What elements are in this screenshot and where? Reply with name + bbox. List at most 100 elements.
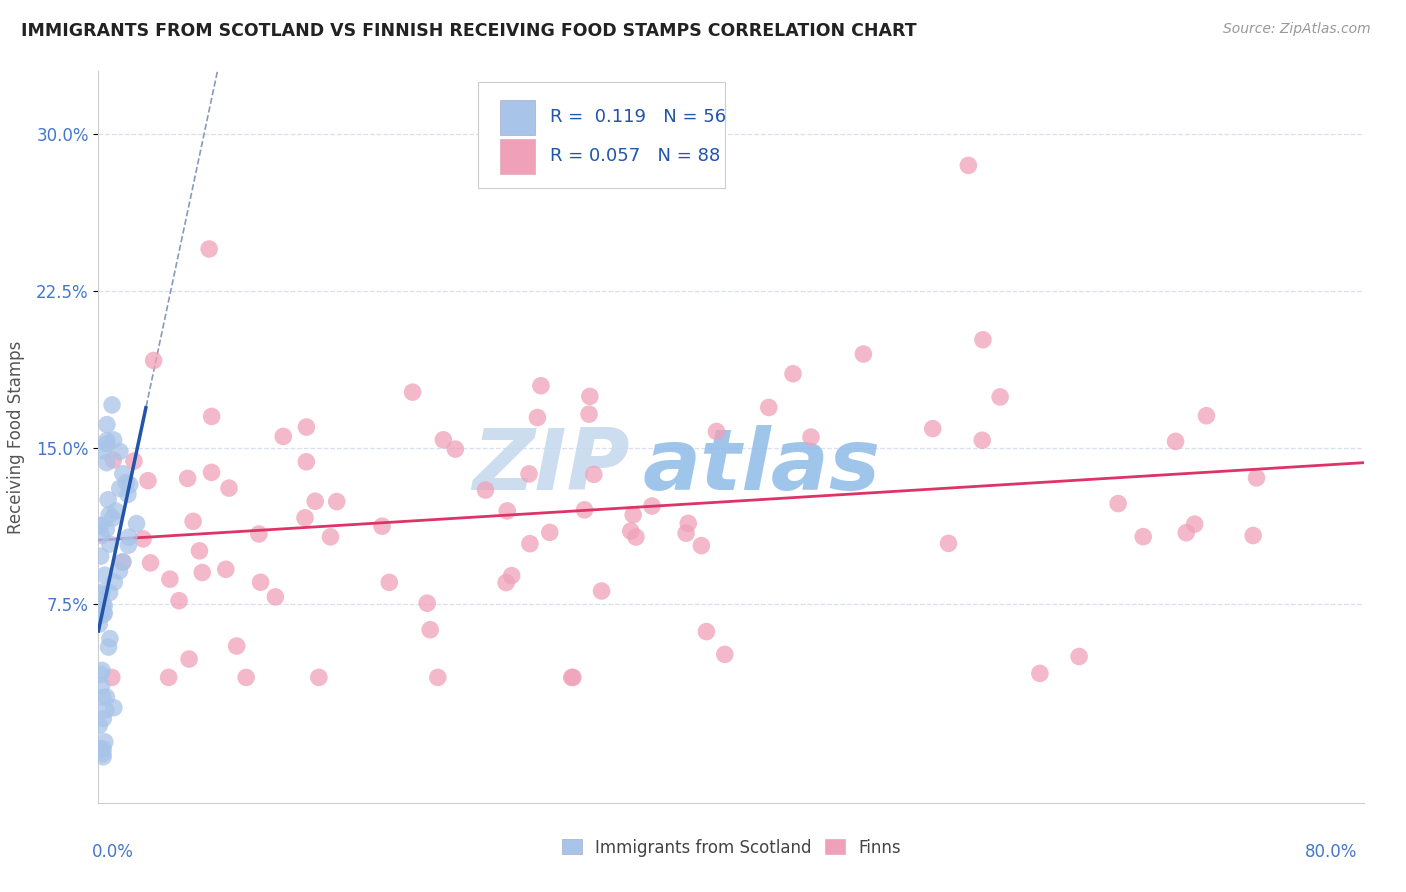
Point	[181, 514, 204, 528]
Point	[938, 536, 960, 550]
Point	[401, 385, 423, 400]
Point	[308, 670, 330, 684]
Point	[579, 389, 602, 403]
Point	[419, 623, 441, 637]
Point	[496, 504, 519, 518]
Point	[526, 410, 548, 425]
Point	[90, 528, 112, 542]
Point	[90, 667, 112, 681]
Point	[1241, 528, 1264, 542]
Point	[294, 511, 316, 525]
Point	[191, 566, 214, 580]
Point	[89, 741, 111, 756]
Point	[108, 564, 131, 578]
Point	[90, 679, 112, 693]
Point	[89, 617, 111, 632]
Point	[519, 537, 541, 551]
Point	[235, 670, 257, 684]
Point	[93, 606, 115, 620]
Point	[295, 455, 318, 469]
Point	[641, 499, 664, 513]
Point	[800, 430, 823, 444]
Point	[98, 537, 121, 551]
Point	[98, 585, 121, 599]
Point	[200, 466, 222, 480]
Point	[578, 407, 600, 421]
Point	[111, 555, 134, 569]
Point	[517, 467, 540, 481]
Point	[620, 524, 643, 538]
Point	[957, 158, 980, 172]
Point	[782, 367, 804, 381]
Point	[432, 433, 454, 447]
Point	[90, 549, 112, 564]
Point	[97, 640, 120, 654]
Point	[117, 538, 139, 552]
Point	[695, 624, 717, 639]
Point	[118, 477, 141, 491]
Point	[142, 353, 165, 368]
Point	[295, 420, 318, 434]
Point	[304, 494, 326, 508]
Bar	[499, 100, 534, 135]
Point	[101, 398, 124, 412]
Point	[157, 670, 180, 684]
Point	[93, 712, 115, 726]
Point	[921, 422, 943, 436]
Point	[574, 503, 596, 517]
Legend: Immigrants from Scotland, Finns: Immigrants from Scotland, Finns	[561, 838, 901, 856]
Point	[108, 482, 131, 496]
Point	[678, 516, 700, 531]
Point	[93, 599, 115, 613]
Point	[426, 670, 449, 684]
Point	[132, 532, 155, 546]
Point	[91, 742, 114, 756]
Point	[111, 467, 134, 481]
FancyBboxPatch shape	[478, 82, 725, 188]
Text: Source: ZipAtlas.com: Source: ZipAtlas.com	[1223, 22, 1371, 37]
Point	[758, 401, 780, 415]
Point	[624, 530, 647, 544]
Point	[96, 434, 118, 448]
Text: IMMIGRANTS FROM SCOTLAND VS FINNISH RECEIVING FOOD STAMPS CORRELATION CHART: IMMIGRANTS FROM SCOTLAND VS FINNISH RECE…	[21, 22, 917, 40]
Point	[91, 747, 114, 761]
Point	[90, 519, 112, 533]
Point	[91, 598, 114, 612]
Point	[198, 242, 221, 256]
Point	[264, 590, 287, 604]
Point	[176, 471, 198, 485]
Point	[378, 575, 401, 590]
Point	[105, 504, 128, 518]
Point	[90, 608, 112, 623]
Text: 0.0%: 0.0%	[91, 843, 134, 861]
Point	[90, 587, 112, 601]
Point	[319, 530, 342, 544]
Text: 80.0%: 80.0%	[1305, 843, 1357, 861]
Point	[1246, 471, 1268, 485]
Point	[94, 735, 117, 749]
Point	[89, 518, 111, 533]
Point	[706, 425, 728, 439]
Text: R = 0.057   N = 88: R = 0.057 N = 88	[550, 147, 720, 165]
Point	[91, 585, 114, 599]
Point	[94, 568, 117, 582]
Point	[444, 442, 467, 456]
Point	[501, 568, 523, 582]
Point	[159, 572, 181, 586]
Point	[89, 599, 111, 614]
Text: atlas: atlas	[643, 425, 880, 508]
Point	[89, 718, 111, 732]
Point	[117, 487, 139, 501]
Point	[118, 530, 141, 544]
Point	[271, 429, 294, 443]
Point	[1164, 434, 1187, 449]
Point	[218, 481, 240, 495]
Point	[325, 494, 347, 508]
Point	[972, 434, 994, 448]
Point	[416, 596, 439, 610]
Point	[136, 474, 159, 488]
Point	[125, 516, 148, 531]
Point	[96, 522, 118, 536]
Text: ZIP: ZIP	[472, 425, 630, 508]
Point	[1184, 517, 1206, 532]
